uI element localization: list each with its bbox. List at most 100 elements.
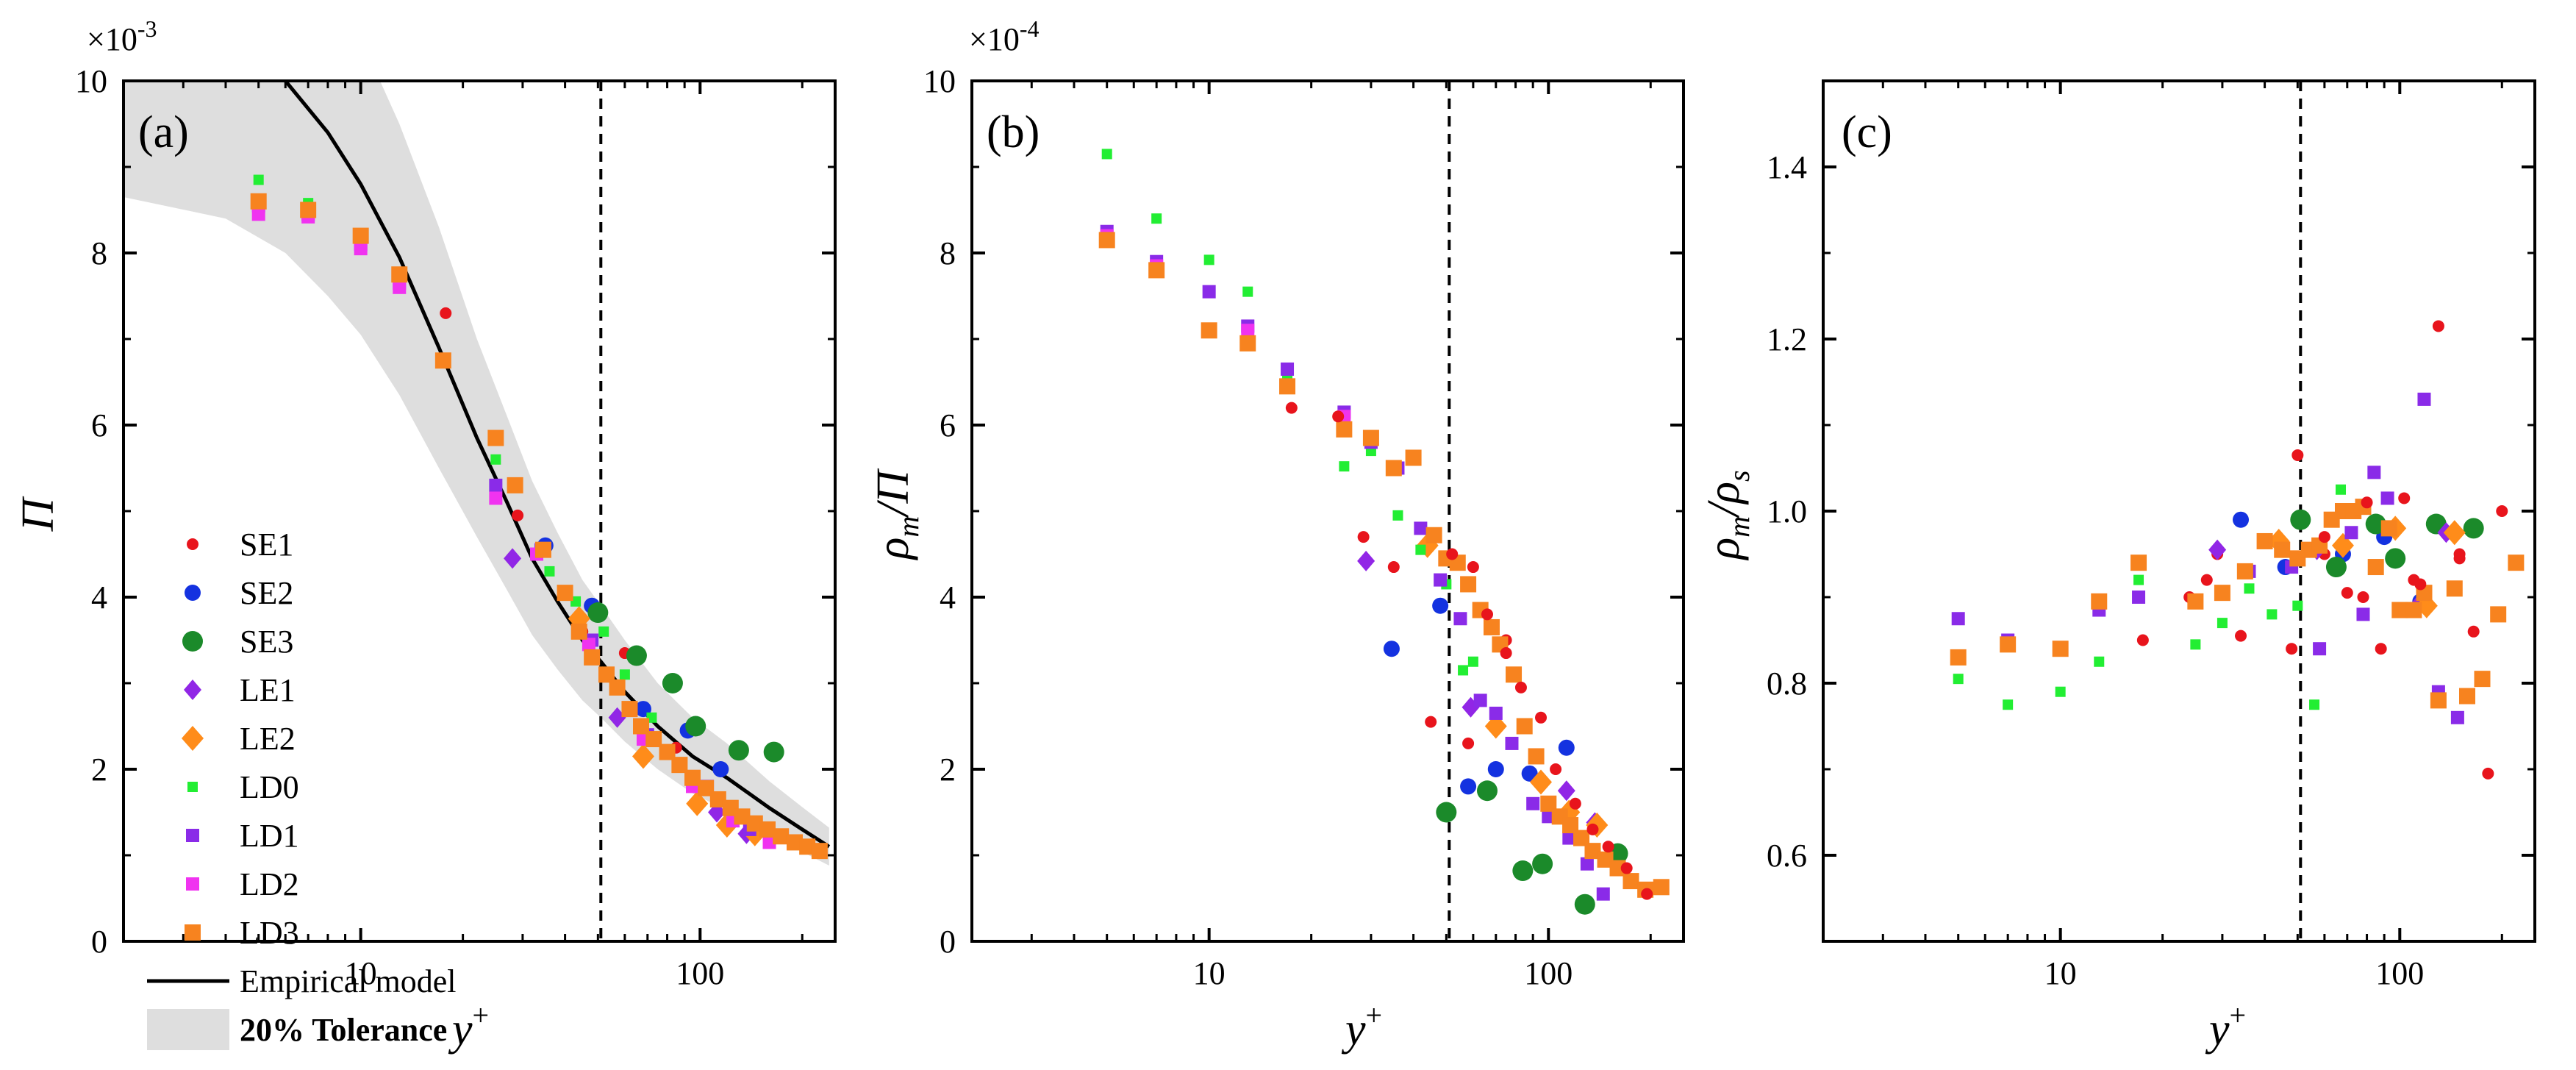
- y-tick-label: 2: [91, 752, 107, 788]
- data-point-ld0: [619, 669, 630, 680]
- data-point-ld3: [1609, 860, 1626, 877]
- data-point-ld1: [1414, 521, 1428, 535]
- x-tick-label: 100: [676, 955, 724, 991]
- data-point-se1: [1550, 763, 1562, 775]
- data-point-ld0: [2266, 609, 2278, 620]
- panel-b-label: (b): [987, 107, 1040, 157]
- data-point-ld3: [1385, 460, 1402, 477]
- data-point-ld3: [1597, 851, 1614, 868]
- panel-b: 0 2 4 6 8 10 10 100 (b) ×10-4 ρm/Π y+: [868, 15, 1685, 1055]
- data-point-ld0: [1242, 286, 1253, 297]
- data-point-se1: [512, 509, 524, 521]
- legend-marker-se3: [182, 631, 203, 652]
- data-point-ld3: [773, 828, 790, 845]
- data-point-ld3: [2446, 580, 2463, 597]
- data-point-se2: [2233, 511, 2250, 528]
- data-point-ld3: [2000, 636, 2017, 653]
- data-point-se3: [1436, 802, 1457, 823]
- legend-model-label: Empirical model: [240, 963, 456, 999]
- data-point-se1: [2341, 587, 2353, 599]
- y-tick-label: 1.2: [1767, 321, 1807, 357]
- data-point-ld3: [2508, 554, 2525, 571]
- data-point-le2: [2331, 532, 2354, 558]
- data-point-le1: [1557, 780, 1575, 802]
- legend-label-ld1: LD1: [240, 818, 299, 854]
- data-point-ld1: [2450, 710, 2464, 724]
- data-point-ld3: [671, 757, 688, 774]
- data-point-se2: [1487, 761, 1504, 777]
- y-tick-label: 1.4: [1767, 149, 1807, 185]
- legend-label-ld0: LD0: [240, 769, 299, 805]
- data-point-ld3: [2367, 559, 2384, 576]
- legend-label-se1: SE1: [240, 527, 293, 563]
- panel-b-x-axis-title: y+: [1341, 999, 1382, 1055]
- legend-marker-ld1: [186, 829, 199, 842]
- y-tick-label: 0.8: [1767, 666, 1807, 702]
- data-point-ld0: [2003, 699, 2014, 710]
- data-point-se3: [1574, 894, 1595, 915]
- data-point-ld3: [746, 815, 763, 832]
- legend-band-label: 20% Tolerance: [240, 1012, 447, 1048]
- data-point-ld3: [633, 718, 650, 735]
- y-tick-label: 0: [91, 924, 107, 960]
- data-point-ld3: [759, 821, 776, 838]
- data-point-se3: [626, 645, 647, 666]
- legend-marker-ld3: [185, 924, 201, 941]
- legend: SE1 SE2 SE3 LE1 LE2 LD0 LD1 LD2 LD3 Empirical mod…: [147, 527, 456, 1050]
- data-point-ld3: [786, 834, 803, 851]
- data-point-se3: [2463, 518, 2484, 539]
- data-point-ld3: [1540, 795, 1557, 812]
- data-point-ld0: [2094, 656, 2105, 667]
- data-point-ld1: [489, 478, 503, 492]
- data-point-ld1: [2356, 607, 2370, 621]
- y-tick-label: 0: [940, 924, 956, 960]
- legend-label-ld3: LD3: [240, 915, 299, 951]
- y-tick-label: 8: [91, 235, 107, 271]
- data-point-ld0: [1203, 254, 1214, 265]
- panel-c-y-axis-title: ρm/ρs: [1699, 470, 1756, 560]
- data-point-ld0: [2309, 699, 2320, 710]
- data-point-ld0: [2055, 686, 2066, 697]
- panel-a-label: (a): [138, 107, 189, 157]
- data-point-se1: [1514, 681, 1527, 693]
- legend-marker-se2: [185, 585, 201, 601]
- data-point-ld0: [2292, 600, 2303, 611]
- data-point-se2: [712, 761, 729, 777]
- data-point-se1: [2136, 634, 2149, 646]
- data-point-ld1: [2132, 591, 2146, 604]
- data-point-ld0: [490, 454, 501, 465]
- data-point-ld3: [799, 838, 816, 855]
- data-point-se1: [1620, 862, 1633, 874]
- data-point-ld3: [1562, 817, 1579, 834]
- data-point-se1: [1467, 561, 1479, 574]
- data-point-ld3: [734, 808, 751, 825]
- data-point-ld3: [2091, 593, 2108, 610]
- data-point-ld2: [1241, 324, 1255, 338]
- data-point-se1: [440, 307, 452, 319]
- data-point-se1: [1602, 841, 1614, 853]
- data-point-se1: [2235, 629, 2247, 642]
- data-point-ld3: [557, 585, 573, 602]
- data-point-ld3: [434, 352, 451, 369]
- panel-c-label: (c): [1842, 107, 1892, 157]
- data-point-ld3: [250, 193, 267, 210]
- panel-a-x-axis-title: y+: [448, 999, 489, 1055]
- data-point-se1: [2357, 591, 2369, 603]
- panel-a-points-layer: [250, 174, 828, 860]
- panel-a: 0 2 4 6 8 10 10 100 (a) ×10-3 Π y+ SE1 SE2 SE3 LE1…: [13, 15, 837, 1055]
- data-point-ld0: [2217, 618, 2228, 629]
- data-point-se1: [2291, 449, 2304, 461]
- data-point-se3: [728, 740, 749, 761]
- y-tick-label: 6: [91, 407, 107, 443]
- data-point-ld3: [709, 791, 726, 807]
- data-point-le1: [504, 548, 522, 569]
- data-point-ld0: [1415, 544, 1426, 555]
- panel-c-frame: [1822, 79, 2536, 943]
- y-tick-label: 2: [940, 752, 956, 788]
- data-point-se3: [685, 716, 706, 737]
- data-point-ld3: [1653, 879, 1670, 896]
- data-point-ld3: [2187, 593, 2204, 610]
- data-point-ld0: [2336, 484, 2347, 495]
- data-point-ld3: [1405, 449, 1422, 466]
- data-point-ld1: [1281, 362, 1295, 376]
